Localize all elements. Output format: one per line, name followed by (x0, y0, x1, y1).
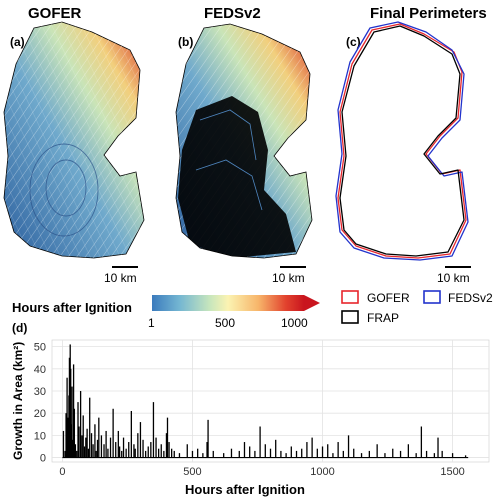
panel-c-label: (c) (346, 35, 361, 49)
x-ticks: 0 500 1000 1500 (59, 466, 464, 478)
colorbar-tick-1000: 1000 (281, 316, 308, 330)
legend-swatch-gofer (341, 290, 359, 304)
panel-a-label: (a) (10, 35, 25, 49)
fedsv2-progression-map (175, 23, 313, 259)
x-tick-label: 0 (59, 466, 65, 478)
panel-b-scale-label: 10 km (272, 271, 305, 285)
panel-d: (d) 0 500 1000 1500 0 10 20 30 40 50 Hours after… (11, 321, 490, 497)
legend-label-fedsv2: FEDSv2 (448, 291, 493, 305)
colorbar-tick-500: 500 (215, 316, 235, 330)
x-tick-label: 500 (183, 466, 201, 478)
y-tick-label: 50 (34, 342, 46, 354)
perimeter-frap (339, 25, 465, 257)
colorbar-title: Hours after Ignition (12, 300, 132, 315)
legend-label-gofer: GOFER (367, 291, 410, 305)
perimeter-gofer (337, 23, 467, 259)
panel-c-scalebar: 10 km (437, 266, 471, 285)
y-tick-label: 30 (34, 386, 46, 398)
x-tick-label: 1000 (310, 466, 334, 478)
gofer-progression-map (3, 21, 145, 259)
y-axis-label: Growth in Area (km²) (11, 342, 25, 460)
legend: GOFER FEDSv2 FRAP (341, 290, 493, 325)
plot-area (51, 339, 490, 463)
y-tick-label: 0 (40, 453, 46, 465)
panel-a-title: GOFER (28, 5, 82, 22)
y-ticks: 0 10 20 30 40 50 (34, 342, 46, 465)
legend-swatch-frap (341, 310, 359, 324)
panel-b-title: FEDSv2 (204, 5, 261, 22)
panel-a-scalebar: 10 km (104, 266, 138, 285)
panel-a: GOFER (a) 10 km (3, 5, 145, 285)
bars (62, 344, 469, 459)
panel-a-scale-label: 10 km (104, 271, 137, 285)
panel-b: FEDSv2 (b) 10 km (175, 5, 313, 285)
panel-c: Final Perimeters (c) 10 km (335, 5, 487, 285)
x-axis-label: Hours after Ignition (185, 482, 305, 497)
panel-d-label: (d) (12, 321, 27, 335)
panel-b-label: (b) (178, 35, 193, 49)
y-tick-label: 40 (34, 364, 46, 376)
panel-c-title: Final Perimeters (370, 5, 487, 22)
y-tick-label: 10 (34, 430, 46, 442)
panel-b-scalebar: 10 km (272, 266, 306, 285)
final-perimeters-map (335, 21, 469, 261)
colorbar: Hours after Ignition 1 500 1000 (12, 295, 320, 330)
legend-label-frap: FRAP (367, 311, 399, 325)
x-tick-label: 1500 (440, 466, 464, 478)
panel-c-scale-label: 10 km (437, 271, 470, 285)
perimeter-fedsv2 (335, 21, 469, 261)
colorbar-tick-1: 1 (148, 316, 155, 330)
legend-swatch-fedsv2 (423, 290, 441, 304)
y-tick-label: 20 (34, 408, 46, 420)
